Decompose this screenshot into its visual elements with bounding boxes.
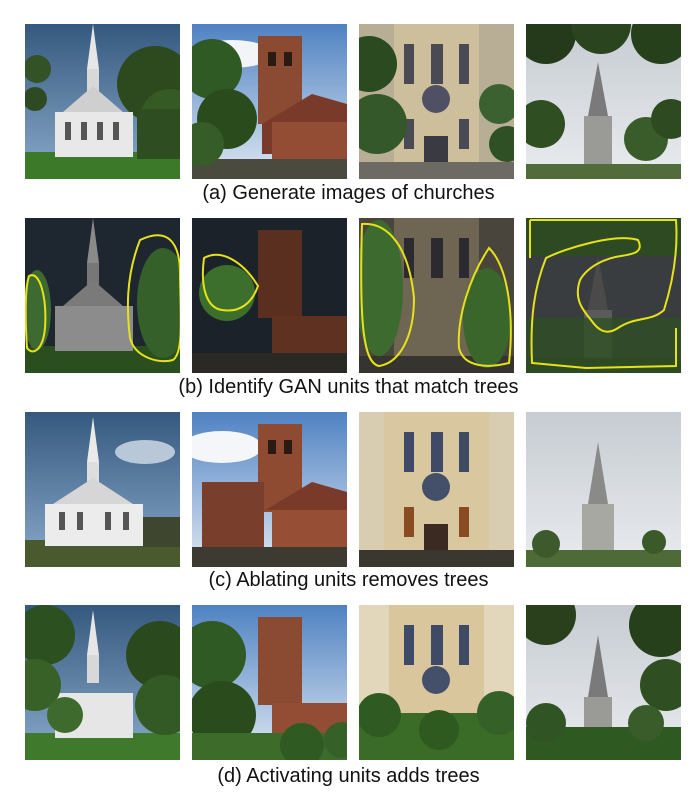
church-image-d3 (359, 605, 514, 760)
church-image-c2 (192, 412, 347, 567)
church-image-b3 (359, 218, 514, 373)
church-image-c1 (25, 412, 180, 567)
caption-row-d: (d) Activating units adds trees (217, 765, 480, 787)
church-image-b4 (526, 218, 681, 373)
caption-row-c: (c) Ablating units removes trees (208, 569, 489, 591)
church-image-d4 (526, 605, 681, 760)
church-image-a4 (526, 24, 681, 179)
church-image-d2 (192, 605, 347, 760)
caption-row-a: (a) Generate images of churches (202, 182, 495, 204)
church-image-b2 (192, 218, 347, 373)
caption-row-b: (b) Identify GAN units that match trees (178, 376, 519, 398)
church-image-a3 (359, 24, 514, 179)
church-image-a1 (25, 24, 180, 179)
church-image-d1 (25, 605, 180, 760)
church-image-c4 (526, 412, 681, 567)
church-image-b1 (25, 218, 180, 373)
church-image-c3 (359, 412, 514, 567)
church-image-a2 (192, 24, 347, 179)
